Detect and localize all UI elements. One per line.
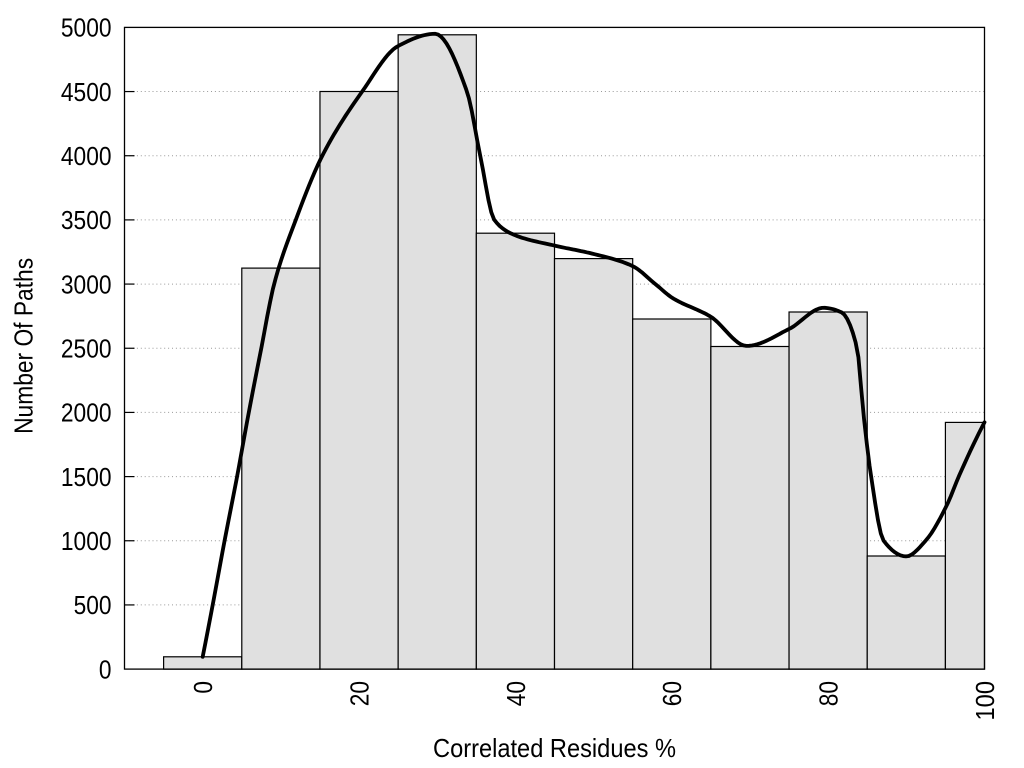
svg-text:0: 0: [188, 681, 218, 694]
svg-text:0: 0: [99, 654, 112, 684]
svg-text:2000: 2000: [61, 398, 112, 428]
svg-text:5000: 5000: [61, 13, 112, 43]
svg-text:80: 80: [814, 681, 844, 706]
svg-text:500: 500: [74, 590, 112, 620]
svg-text:Correlated Residues %: Correlated Residues %: [433, 733, 676, 763]
svg-text:Number Of Paths: Number Of Paths: [9, 258, 39, 434]
svg-text:40: 40: [501, 681, 531, 706]
svg-text:4500: 4500: [61, 77, 112, 107]
svg-text:4000: 4000: [61, 141, 112, 171]
svg-text:3500: 3500: [61, 205, 112, 235]
svg-text:20: 20: [345, 681, 375, 706]
svg-text:2500: 2500: [61, 333, 112, 363]
svg-text:1000: 1000: [61, 526, 112, 556]
svg-text:3000: 3000: [61, 269, 112, 299]
svg-text:100: 100: [970, 681, 1000, 721]
svg-text:1500: 1500: [61, 462, 112, 492]
svg-text:60: 60: [657, 681, 687, 706]
